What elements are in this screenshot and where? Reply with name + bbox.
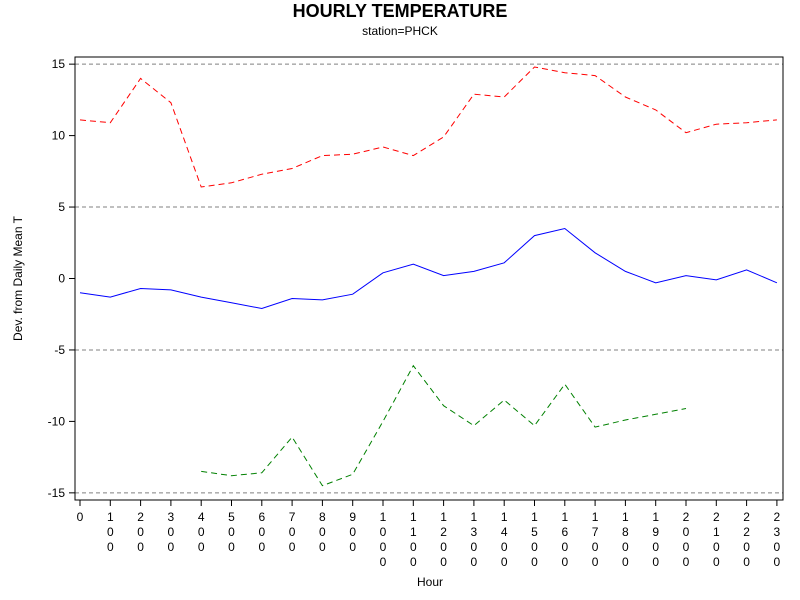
series-line-2 — [79, 227, 778, 310]
y-tick-label: 0 — [58, 272, 65, 286]
plot-frame — [74, 56, 784, 501]
reference-lines — [75, 63, 783, 494]
y-axis-label: Dev. from Daily Mean T — [11, 215, 25, 341]
chart-subtitle: station=PHCK — [362, 24, 438, 38]
y-tick-label: 5 — [58, 200, 65, 214]
y-tick-label: 15 — [52, 57, 66, 71]
y-tick-label: 10 — [52, 129, 66, 143]
y-tick-label: -10 — [48, 414, 66, 428]
y-tick-label: -5 — [54, 343, 65, 357]
chart-title: HOURLY TEMPERATURE — [292, 1, 508, 21]
y-axis: 15 10 5 0 -5 -10 -15 — [48, 57, 75, 500]
x-axis: 0 1 0 0 2 0 0 3 0 0 4 0 0 5 0 0 6 0 0 7 0 0 8 0 0 9 0 0 1 0 0 0 1 1 0 0 1 2 0 0… — [77, 500, 781, 569]
x-tick-label: 0 — [77, 510, 84, 524]
x-axis-label: Hour — [417, 575, 443, 589]
series-line-3 — [201, 364, 687, 487]
series-line-1 — [79, 66, 777, 188]
series-lines — [79, 66, 778, 487]
y-tick-label: -15 — [48, 486, 66, 500]
